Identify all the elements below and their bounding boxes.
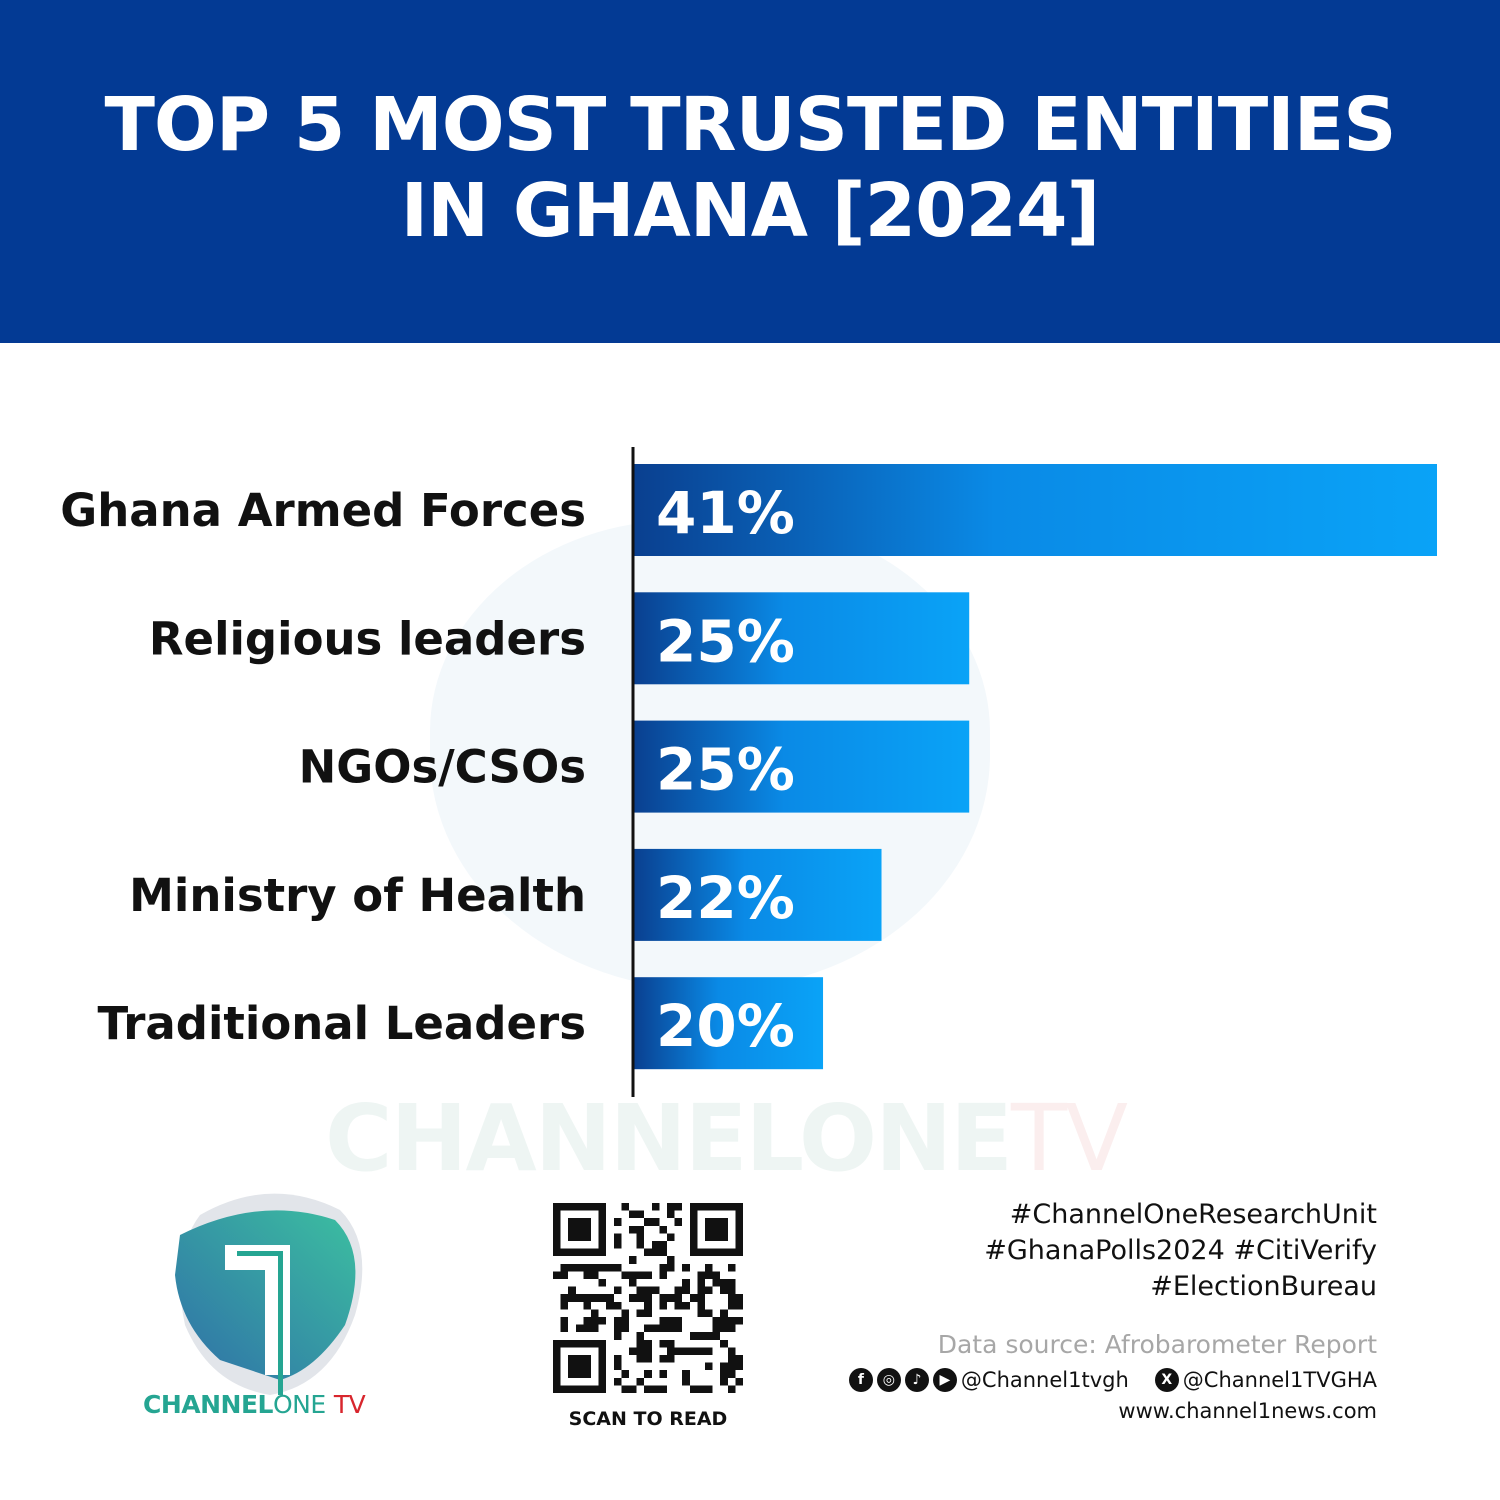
bar-value-label: 25% bbox=[656, 736, 795, 804]
header-banner: TOP 5 MOST TRUSTED ENTITIES IN GHANA [20… bbox=[0, 0, 1500, 343]
bar-value-label: 41% bbox=[656, 479, 795, 547]
category-label: Religious leaders bbox=[149, 612, 586, 665]
page-title: TOP 5 MOST TRUSTED ENTITIES IN GHANA [20… bbox=[0, 82, 1500, 254]
bar-value-label: 22% bbox=[656, 864, 795, 932]
bar bbox=[633, 848, 882, 941]
x-handle[interactable]: @Channel1TVGHA bbox=[1182, 1368, 1377, 1392]
bar-value-label: 20% bbox=[656, 992, 795, 1060]
watermark-text: CHANNELONETV bbox=[325, 1085, 1128, 1192]
bar bbox=[633, 464, 1437, 556]
social-handle[interactable]: @Channel1tvgh bbox=[960, 1368, 1129, 1392]
social-handles: f ◎ ♪ ▶ @Channel1tvgh X @Channel1TVGHA bbox=[848, 1368, 1377, 1392]
hashtag-line: #ChannelOneResearchUnit bbox=[1009, 1199, 1377, 1230]
bar bbox=[633, 720, 970, 813]
title-line-1: TOP 5 MOST TRUSTED ENTITIES bbox=[104, 82, 1396, 168]
bar bbox=[633, 592, 970, 685]
hashtag-line: #ElectionBureau bbox=[1150, 1271, 1377, 1302]
data-source: Data source: Afrobarometer Report bbox=[937, 1330, 1377, 1359]
category-label: NGOs/CSOs bbox=[299, 741, 586, 794]
facebook-icon[interactable]: f bbox=[848, 1368, 873, 1392]
x-icon[interactable]: X bbox=[1154, 1368, 1179, 1392]
logo-wordmark: CHANNELONE TV bbox=[143, 1390, 366, 1419]
category-label: Ministry of Health bbox=[129, 869, 586, 922]
scan-caption: SCAN TO READ bbox=[568, 1408, 728, 1430]
category-label: Traditional Leaders bbox=[97, 997, 586, 1050]
website-link[interactable]: www.channel1news.com bbox=[1118, 1399, 1377, 1423]
tiktok-icon[interactable]: ♪ bbox=[904, 1368, 929, 1392]
bar-value-label: 25% bbox=[656, 607, 795, 675]
instagram-icon[interactable]: ◎ bbox=[876, 1368, 901, 1392]
title-line-2: IN GHANA [2024] bbox=[400, 168, 1101, 254]
qr-code[interactable] bbox=[553, 1203, 743, 1393]
bar bbox=[633, 977, 824, 1070]
hashtag-line: #GhanaPolls2024 #CitiVerify bbox=[984, 1235, 1377, 1266]
youtube-icon[interactable]: ▶ bbox=[932, 1368, 957, 1392]
category-label: Ghana Armed Forces bbox=[60, 484, 586, 537]
hashtags: #ChannelOneResearchUnit #GhanaPolls2024 … bbox=[984, 1197, 1377, 1305]
channel-one-logo bbox=[175, 1193, 363, 1395]
